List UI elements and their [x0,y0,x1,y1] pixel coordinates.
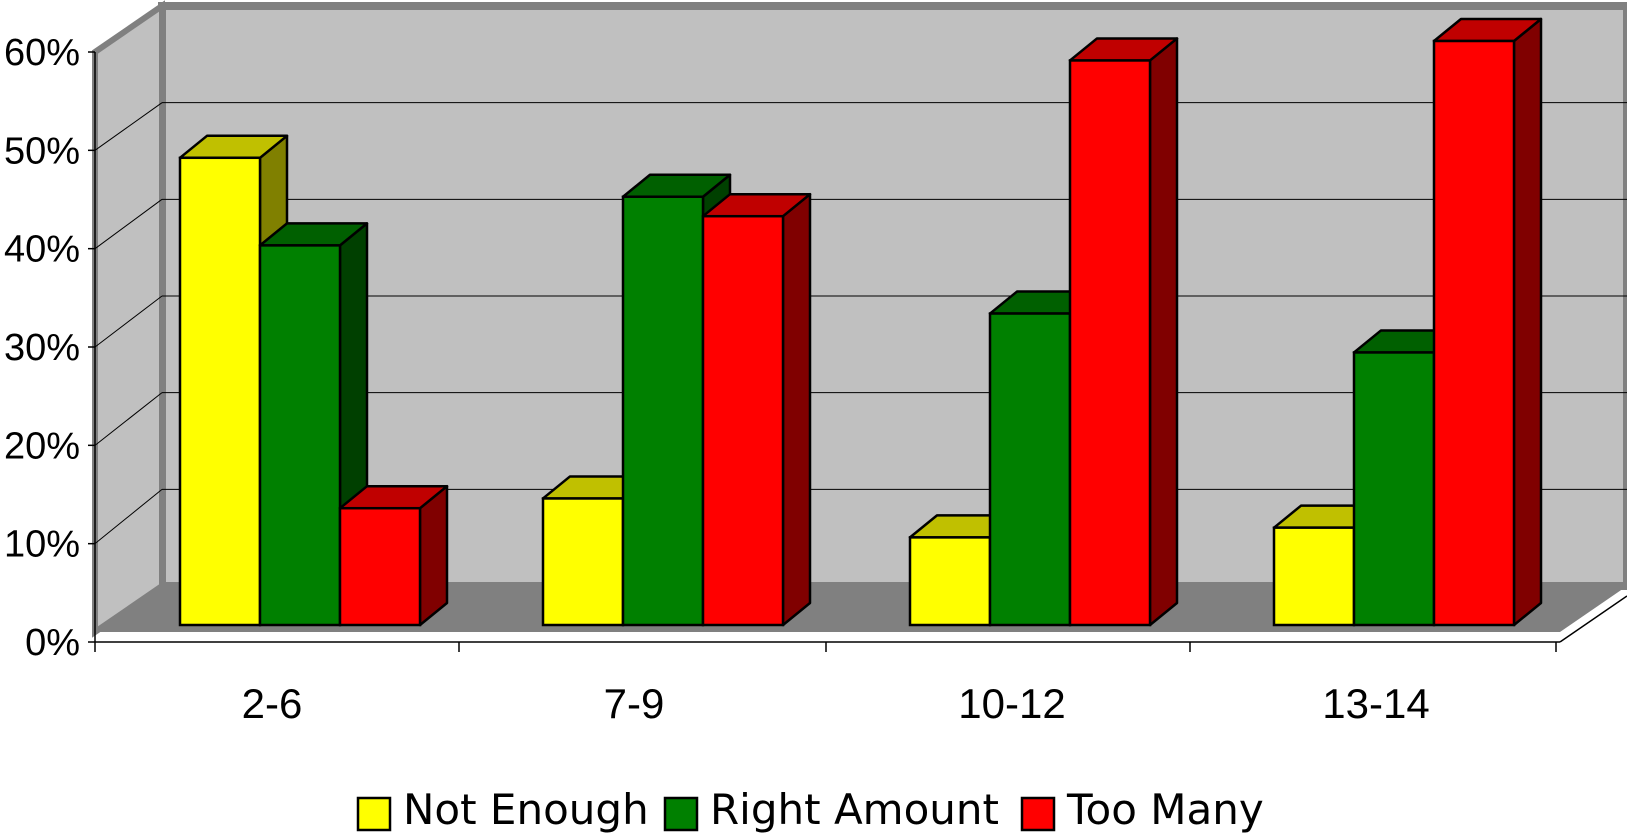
legend-label: Not Enough [403,785,649,834]
gridline-side [94,488,163,545]
bar-front [1068,59,1152,627]
y-tick-label: 20% [4,425,80,467]
category-label: 7-9 [604,680,665,727]
gridline-side [94,392,163,446]
y-tick-label: 10% [4,524,80,566]
bar-front [1432,39,1516,627]
y-tick-label: 30% [4,327,80,369]
legend-item: Right Amount [663,785,999,834]
bar-front [908,536,992,627]
bar-front [258,244,342,627]
legend: Not Enough Right Amount Too Many [356,785,1264,834]
bar [258,222,369,627]
bar [1068,37,1179,627]
gridlines [94,102,1627,545]
bar-front [701,214,785,627]
bar-side [781,192,812,627]
category-label: 2-6 [242,680,303,727]
legend-swatch [1020,796,1056,832]
bar-front [338,506,422,627]
bar-front [988,312,1072,627]
y-tick-label: 50% [4,130,80,172]
side-wall [92,0,165,638]
legend-item: Not Enough [356,785,649,834]
bar [1432,17,1543,627]
bar-front [178,156,262,627]
legend-swatch [356,796,392,832]
gridline-side [94,295,163,348]
legend-item: Too Many [1020,785,1264,834]
gridline-side [94,102,163,151]
legend-swatch [663,796,699,832]
bar-front [1352,351,1436,627]
bar [701,192,812,627]
bar-side [1512,17,1543,627]
floor [95,586,1627,632]
y-tick-labels: 0% 10% 20% 30% 40% 50% 60% [4,32,95,664]
category-labels: 2-6 7-9 10-12 13-14 [242,680,1430,727]
bars [178,17,1543,627]
bar-side [418,484,449,627]
legend-label: Right Amount [710,785,999,834]
bar-front [541,497,625,627]
floor-edge-line [1559,595,1627,643]
bar-front [1272,526,1356,627]
gridline-side [94,198,163,250]
bar-front [621,195,705,627]
y-tick-label: 0% [25,622,80,664]
category-label: 10-12 [958,680,1065,727]
category-label: 13-14 [1322,680,1429,727]
x-tick-marks [94,642,1557,652]
bar [338,484,449,627]
y-tick-label: 60% [4,32,80,74]
legend-label: Too Many [1066,785,1264,834]
bar-side [1148,37,1179,627]
y-tick-label: 40% [4,229,80,271]
